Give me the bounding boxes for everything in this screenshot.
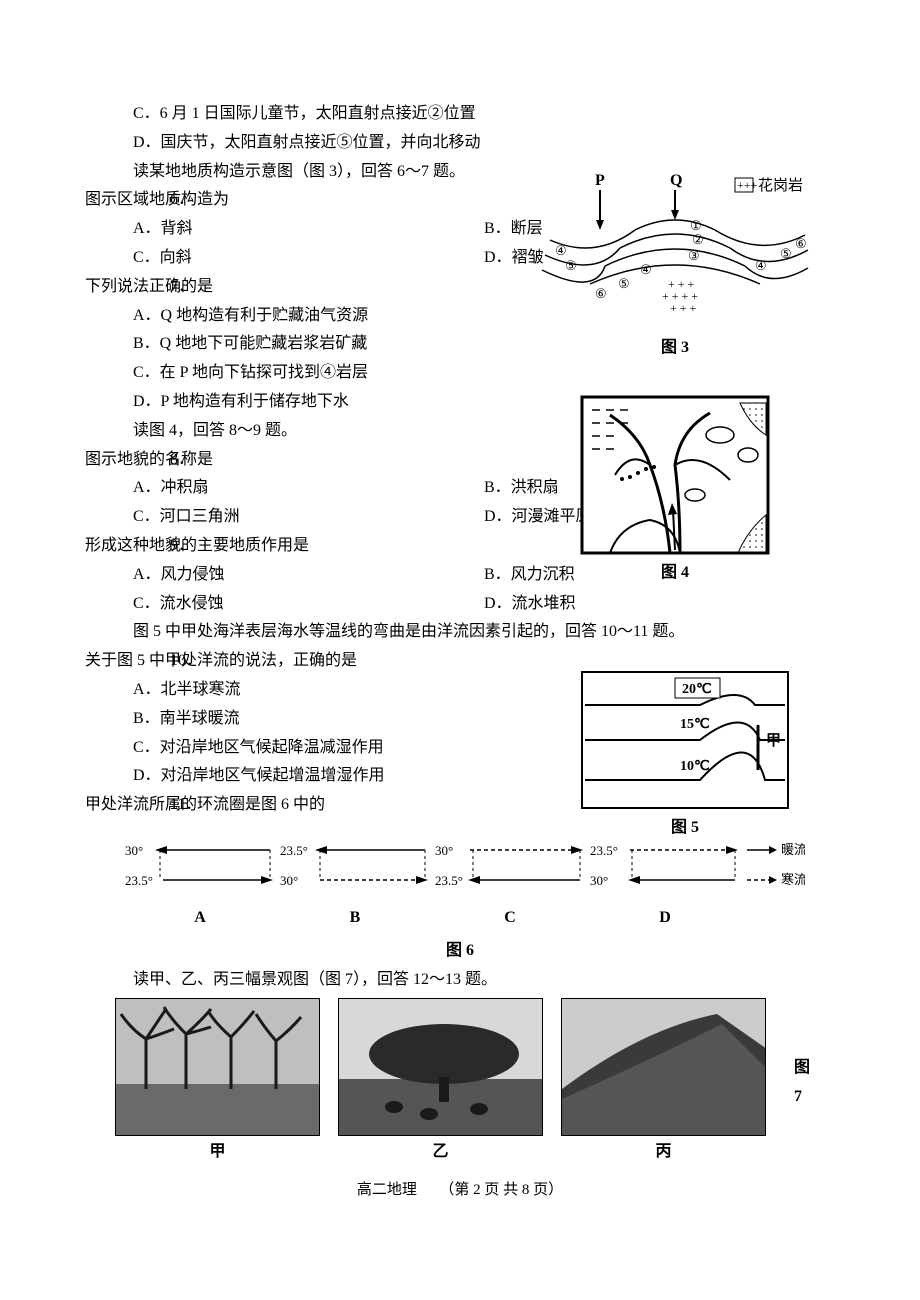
fig6-gyre-b: 23.5° 30° B [280,830,430,933]
q7-number: 7． [170,273,194,302]
svg-text:20℃: 20℃ [682,682,712,697]
q11-stem: 甲处洋流所属的环流圈是图 6 中的 [85,796,325,813]
svg-text:30°: 30° [280,873,298,888]
svg-text:寒流: 寒流 [781,872,805,887]
q9-option-a: A．风力侵蚀 [133,561,484,590]
fig6-label: 图 6 [85,937,835,966]
landscape-jia: 甲 [115,998,320,1167]
fig6-a-label: A [125,904,275,933]
q8-option-c: C．河口三角洲 [133,503,484,532]
q10-stem: 关于图 5 中甲处洋流的说法，正确的是 [85,652,357,669]
q7-option-c: C．在 P 地向下钻探可找到④岩层 [133,359,835,388]
svg-text:23.5°: 23.5° [590,843,618,858]
fig6-c-label: C [435,904,585,933]
svg-text:①: ① [690,218,702,233]
svg-text:暖流: 暖流 [781,842,805,857]
svg-text:23.5°: 23.5° [280,843,308,858]
fig6-gyre-a: 30° 23.5° A [125,830,275,933]
q9-option-d: D．流水堆积 [484,590,835,619]
svg-text:30°: 30° [125,843,143,858]
figure-6: 30° 23.5° A 23.5° 30° B [85,830,835,966]
q6-stem: 图示区域地质构造为 [85,191,229,208]
q8-number: 8． [170,446,194,475]
svg-text:④: ④ [755,258,767,273]
fig6-d-label: D [590,904,740,933]
svg-text:30°: 30° [435,843,453,858]
q8-option-a: A．冲积扇 [133,474,484,503]
fig6-b-label: B [280,904,430,933]
page-footer: 高二地理 （第 2 页 共 8 页） [85,1177,835,1204]
svg-text:③: ③ [688,248,700,263]
lead-10-11: 图 5 中甲处海洋表层海水等温线的弯曲是由洋流因素引起的，回答 10～11 题。 [133,618,835,647]
q10-number: 10． [170,647,202,676]
landscape-bing: 丙 [561,998,766,1167]
fig4-label: 图 4 [580,559,770,588]
svg-text:10℃: 10℃ [680,759,710,774]
q9-stem: 形成这种地貌的主要地质作用是 [85,537,309,554]
svg-text:⑤: ⑤ [780,246,792,261]
landscape-bing-label: 丙 [561,1138,766,1167]
q11-number: 11． [170,791,201,820]
fig6-gyre-c: 30° 23.5° C [435,830,585,933]
fig7-label: 图 7 [794,1054,815,1112]
svg-text:⑤: ⑤ [565,258,577,273]
fig3-label: 图 3 [540,334,810,363]
landscape-yi: 乙 [338,998,543,1167]
svg-text:甲: 甲 [766,732,781,749]
q6-number: 6． [170,186,194,215]
svg-text:⑥: ⑥ [795,236,807,251]
figure-5-svg: 20℃ 15℃ 10℃ 甲 [580,670,790,810]
svg-text:④: ④ [555,243,567,258]
svg-text:30°: 30° [590,873,608,888]
svg-text:23.5°: 23.5° [125,873,153,888]
q6-option-a: A．背斜 [133,215,484,244]
svg-text:23.5°: 23.5° [435,873,463,888]
intro-option-c: C．6 月 1 日国际儿童节，太阳直射点接近②位置 [133,100,835,129]
q9-option-c: C．流水侵蚀 [133,590,484,619]
landscape-yi-label: 乙 [338,1138,543,1167]
q9-number: 9． [170,532,194,561]
svg-text:15℃: 15℃ [680,717,710,732]
svg-text:②: ② [692,232,704,247]
q6-option-c: C．向斜 [133,244,484,273]
landscape-jia-label: 甲 [115,1138,320,1167]
lead-12-13: 读甲、乙、丙三幅景观图（图 7），回答 12～13 题。 [133,966,835,995]
intro-option-d: D．国庆节，太阳直射点接近⑤位置，并向北移动 [133,129,835,158]
svg-text:+ + +: + + + [670,301,697,315]
figure-7: 甲 乙 丙 图 7 [115,998,815,1167]
fig6-gyre-d: 23.5° 30° D [590,830,740,933]
